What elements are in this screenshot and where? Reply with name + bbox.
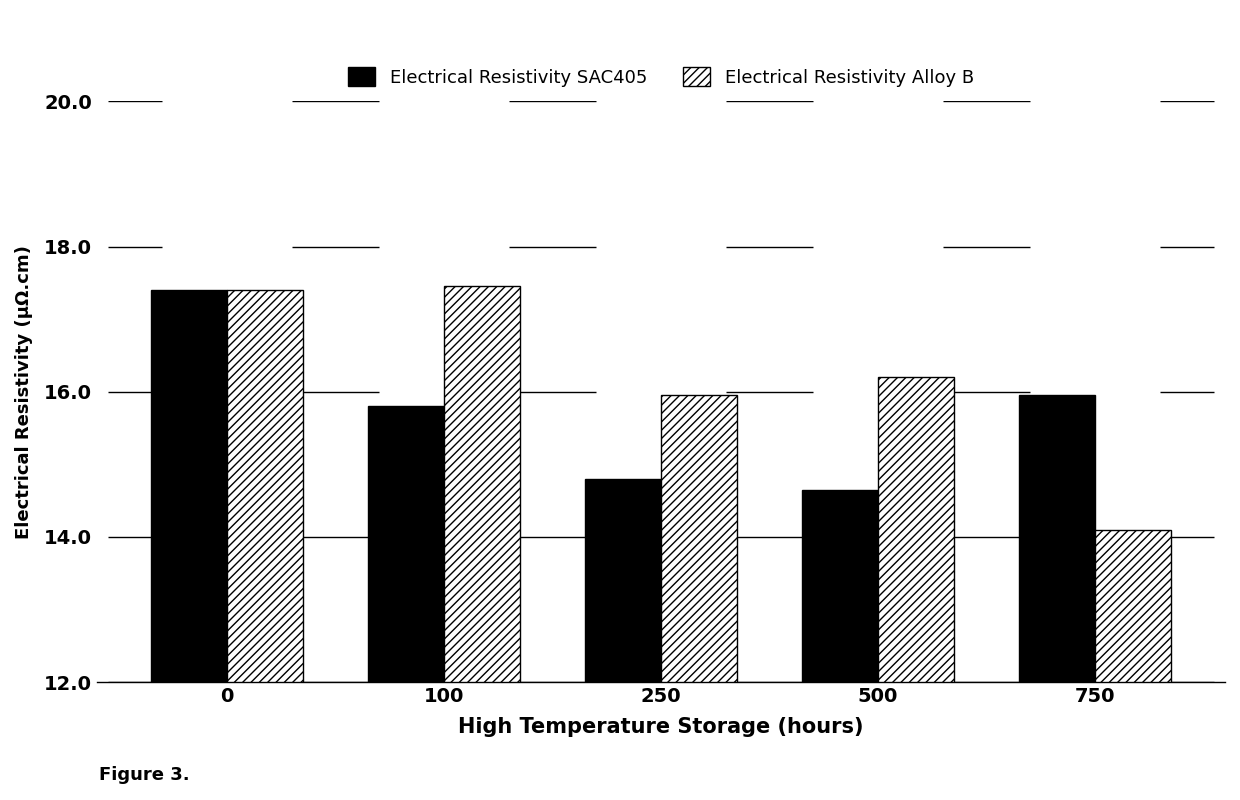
Legend: Electrical Resistivity SAC405, Electrical Resistivity Alloy B: Electrical Resistivity SAC405, Electrica… bbox=[339, 58, 983, 95]
Bar bbox=[1095, 530, 1171, 682]
Text: Figure 3.: Figure 3. bbox=[99, 766, 190, 784]
Bar bbox=[368, 406, 444, 682]
Bar bbox=[1019, 395, 1095, 682]
X-axis label: High Temperature Storage (hours): High Temperature Storage (hours) bbox=[459, 717, 864, 737]
Bar bbox=[878, 378, 954, 682]
Bar bbox=[802, 490, 878, 682]
Bar bbox=[151, 290, 227, 682]
Bar bbox=[444, 286, 520, 682]
Bar bbox=[661, 395, 737, 682]
Bar bbox=[227, 290, 303, 682]
Y-axis label: Electrical Resistivity (μΩ.cm): Electrical Resistivity (μΩ.cm) bbox=[15, 245, 33, 538]
Bar bbox=[585, 479, 661, 682]
